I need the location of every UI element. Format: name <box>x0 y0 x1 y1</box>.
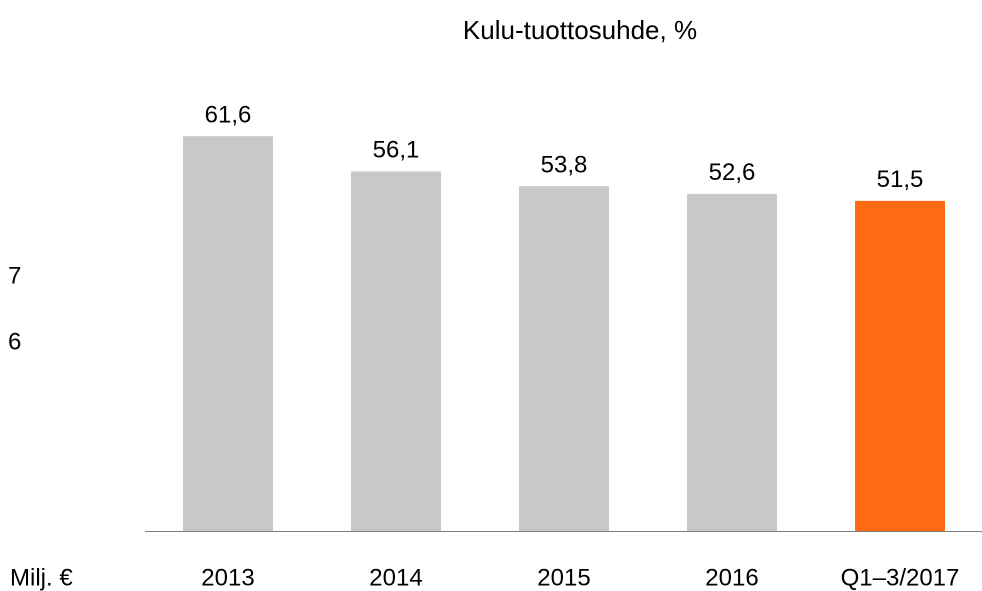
data-label: 56,1 <box>373 137 420 164</box>
bar <box>351 171 441 532</box>
annotation: Milj. € <box>10 564 73 591</box>
x-tick-label: 2013 <box>201 564 254 591</box>
data-label: 51,5 <box>877 166 924 193</box>
x-tick-label: 2015 <box>537 564 590 591</box>
bar <box>183 136 273 532</box>
x-tick-label: 2014 <box>369 564 422 591</box>
x-tick-label: Q1–3/2017 <box>841 564 960 591</box>
chart-title: Kulu-tuottosuhde, % <box>463 15 697 45</box>
x-tick-label: 2016 <box>705 564 758 591</box>
data-label: 52,6 <box>709 159 756 186</box>
bar <box>519 186 609 531</box>
bar <box>855 200 945 531</box>
data-label: 53,8 <box>541 151 588 178</box>
bar <box>687 193 777 532</box>
annotation: 6 <box>8 328 21 355</box>
annotation: 7 <box>8 262 21 289</box>
data-label: 61,6 <box>205 101 252 128</box>
